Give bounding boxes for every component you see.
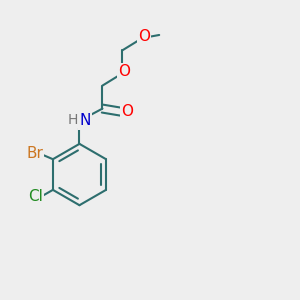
Text: O: O: [122, 104, 134, 119]
Text: O: O: [118, 64, 130, 79]
Text: N: N: [79, 113, 91, 128]
Text: Cl: Cl: [28, 189, 43, 204]
Text: Br: Br: [26, 146, 43, 161]
Text: O: O: [138, 29, 150, 44]
Text: H: H: [68, 113, 78, 127]
